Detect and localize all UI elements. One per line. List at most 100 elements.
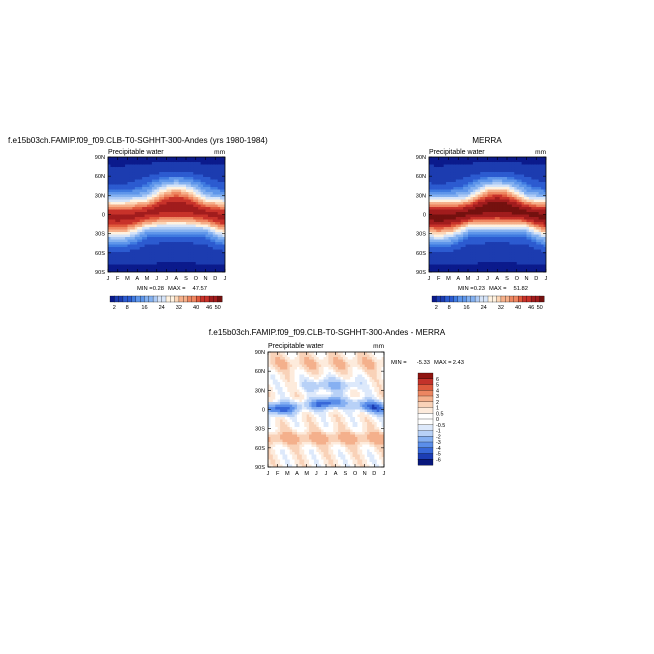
heatmap-cell — [429, 172, 432, 175]
heatmap-cell — [429, 244, 432, 248]
heatmap-cell — [112, 177, 116, 180]
heatmap-cell — [477, 177, 481, 180]
heatmap-cell — [127, 217, 131, 220]
heatmap-cell — [443, 217, 447, 220]
heatmap-cell — [125, 222, 128, 225]
heatmap-cell — [475, 197, 479, 200]
heatmap-cell — [528, 197, 532, 200]
heatmap-cell — [533, 259, 537, 263]
heatmap-cell — [482, 259, 486, 263]
heatmap-cell — [499, 214, 503, 218]
heatmap-cell — [275, 434, 279, 438]
heatmap-cell — [156, 227, 160, 230]
heatmap-cell — [217, 189, 221, 193]
heatmap-cell — [200, 157, 204, 160]
heatmap-cell — [132, 252, 136, 255]
colorbar-label: 46 — [528, 305, 534, 311]
heatmap-cell — [516, 214, 520, 218]
heatmap-cell — [210, 182, 214, 185]
heatmap-cell — [168, 167, 172, 170]
heatmap-cell — [171, 164, 175, 168]
heatmap-cell — [463, 204, 466, 208]
heatmap-cell — [443, 262, 447, 265]
heatmap-cell — [178, 169, 182, 173]
heatmap-cell — [429, 242, 432, 245]
heatmap-cell — [450, 197, 454, 200]
heatmap-cell — [441, 202, 445, 205]
heatmap-cell — [149, 182, 153, 185]
heatmap-cell — [516, 179, 520, 183]
heatmap-cell — [282, 372, 286, 375]
heatmap-cell — [514, 197, 518, 200]
heatmap-cell — [509, 219, 513, 223]
heatmap-cell — [144, 244, 148, 248]
heatmap-cell — [147, 227, 150, 230]
heatmap-cell — [465, 259, 469, 263]
heatmap-cell — [122, 267, 126, 270]
heatmap-cell — [446, 169, 449, 173]
heatmap-cell — [448, 204, 452, 208]
heatmap-cell — [220, 224, 223, 228]
heatmap-cell — [127, 229, 131, 233]
heatmap-cell — [526, 172, 530, 175]
heatmap-cell — [497, 167, 501, 170]
heatmap-cell — [284, 352, 288, 355]
heatmap-cell — [475, 204, 479, 208]
heatmap-cell — [215, 182, 219, 185]
heatmap-cell — [117, 202, 121, 205]
heatmap-cell — [458, 184, 462, 188]
heatmap-cell — [472, 182, 476, 185]
heatmap-cell — [504, 219, 508, 223]
heatmap-cell — [519, 214, 523, 218]
heatmap-cell — [519, 204, 523, 208]
heatmap-cell — [154, 204, 158, 208]
heatmap-cell — [171, 182, 175, 185]
heatmap-cell — [161, 159, 165, 163]
heatmap-cell — [268, 377, 271, 380]
heatmap-cell — [446, 157, 449, 160]
heatmap-cell — [468, 252, 471, 255]
heatmap-cell — [282, 369, 286, 373]
heatmap-cell — [468, 264, 471, 268]
heatmap-cell — [137, 182, 141, 185]
heatmap-cell — [277, 417, 281, 420]
heatmap-cell — [516, 194, 520, 198]
heatmap-cell — [448, 234, 452, 238]
heatmap-cell — [110, 227, 114, 230]
heatmap-cell — [280, 394, 283, 398]
heatmap-cell — [272, 447, 276, 450]
heatmap-cell — [499, 177, 503, 180]
heatmap-cell — [147, 189, 150, 193]
heatmap-cell — [272, 399, 276, 403]
heatmap-cell — [511, 214, 515, 218]
heatmap-cell — [443, 234, 447, 238]
heatmap-cell — [222, 182, 225, 185]
heatmap-cell — [441, 207, 445, 210]
heatmap-cell — [492, 217, 496, 220]
colorbar-swatch — [496, 295, 502, 303]
heatmap-cell — [446, 254, 449, 258]
heatmap-cell — [487, 204, 491, 208]
heatmap-cell — [181, 247, 184, 250]
heatmap-cell — [502, 172, 505, 175]
heatmap-cell — [127, 237, 131, 240]
heatmap-cell — [112, 232, 116, 235]
heatmap-cell — [468, 262, 471, 265]
heatmap-cell — [519, 219, 523, 223]
heatmap-cell — [134, 197, 138, 200]
heatmap-cell — [212, 242, 216, 245]
heatmap-cell — [164, 212, 167, 215]
heatmap-cell — [543, 209, 546, 213]
heatmap-cell — [193, 262, 197, 265]
heatmap-cell — [154, 259, 158, 263]
heatmap-cell — [485, 169, 488, 173]
heatmap-cell — [272, 359, 276, 363]
heatmap-cell — [514, 179, 518, 183]
heatmap-cell — [154, 159, 158, 163]
heatmap-cell — [164, 229, 167, 233]
heatmap-cell — [509, 194, 513, 198]
heatmap-cell — [166, 164, 170, 168]
heatmap-cell — [433, 249, 437, 253]
heatmap-cell — [188, 197, 192, 200]
heatmap-cell — [521, 264, 525, 268]
